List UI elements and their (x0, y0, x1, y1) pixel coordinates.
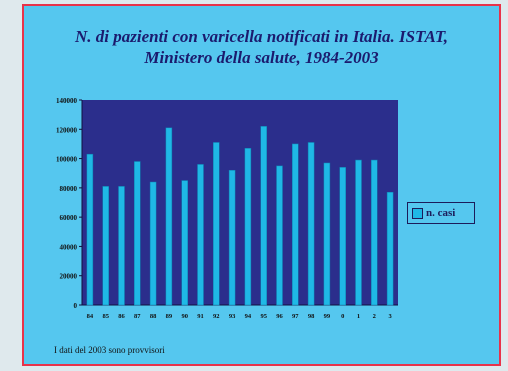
y-tick-label: 100000 (56, 156, 78, 164)
x-tick-label: 95 (260, 313, 267, 320)
bar (213, 142, 220, 306)
chart-legend: n. casi (407, 202, 475, 224)
bar (244, 148, 252, 306)
bar (197, 164, 204, 306)
x-tick-label: 99 (324, 313, 331, 320)
x-tick-label: 97 (292, 313, 299, 320)
chart-area: 0 20000 40000 60000 80000 100000 120000 140000 8… (56, 97, 398, 320)
x-tick-label: 2 (373, 313, 376, 320)
x-tick-label: 3 (388, 313, 392, 320)
bar (276, 165, 283, 306)
bar (149, 181, 157, 306)
x-tick-label: 91 (197, 313, 204, 320)
x-tick-label: 86 (118, 313, 125, 320)
bar (386, 192, 394, 306)
y-tick-label: 20000 (60, 273, 78, 281)
plot-background (82, 100, 398, 305)
bar (118, 186, 125, 306)
legend-label: n. casi (426, 207, 456, 219)
x-tick-label: 1 (357, 313, 360, 320)
chart-title-line-2: Ministero della salute, 1984-2003 (144, 48, 379, 67)
x-tick-label: 94 (245, 313, 252, 320)
x-tick-label: 88 (150, 313, 157, 320)
bar (102, 186, 109, 306)
chart-slide: N. di pazienti con varicella notificati … (22, 4, 501, 366)
x-tick-label: 85 (102, 313, 109, 320)
x-tick-label: 92 (213, 313, 220, 320)
bar (371, 159, 378, 306)
bar (292, 143, 299, 306)
y-tick-label: 40000 (60, 243, 78, 251)
bar (228, 170, 236, 306)
chart-title-line-1: N. di pazienti con varicella notificati … (75, 27, 448, 46)
x-tick-label: 90 (181, 313, 188, 320)
x-tick-label: 96 (276, 313, 283, 320)
x-tick-label: 84 (87, 313, 94, 320)
x-tick-label: 87 (134, 313, 141, 320)
y-tick-label: 0 (74, 302, 78, 310)
bar (165, 127, 173, 306)
x-tick-label: 89 (166, 313, 173, 320)
bar (134, 161, 141, 306)
bar (307, 142, 315, 306)
y-tick-label: 140000 (56, 97, 78, 105)
legend-swatch (412, 207, 423, 219)
bar (181, 180, 188, 306)
x-tick-label: 0 (341, 313, 344, 320)
bar (339, 167, 346, 306)
y-tick-label: 80000 (60, 185, 78, 193)
footnote: I dati del 2003 sono provvisori (54, 345, 165, 355)
y-tick-label: 120000 (56, 126, 78, 134)
bar (260, 126, 267, 306)
x-tick-label: 98 (308, 313, 315, 320)
bar (355, 159, 362, 306)
bar (86, 153, 94, 306)
y-tick-label: 60000 (60, 214, 78, 222)
chart-title: N. di pazienti con varicella notificati … (24, 26, 499, 68)
bar (323, 162, 331, 306)
x-tick-label: 93 (229, 313, 236, 320)
